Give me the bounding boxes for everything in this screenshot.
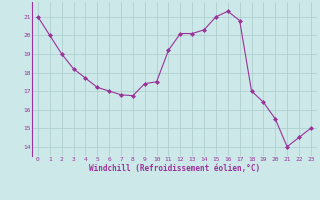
X-axis label: Windchill (Refroidissement éolien,°C): Windchill (Refroidissement éolien,°C) — [89, 164, 260, 173]
